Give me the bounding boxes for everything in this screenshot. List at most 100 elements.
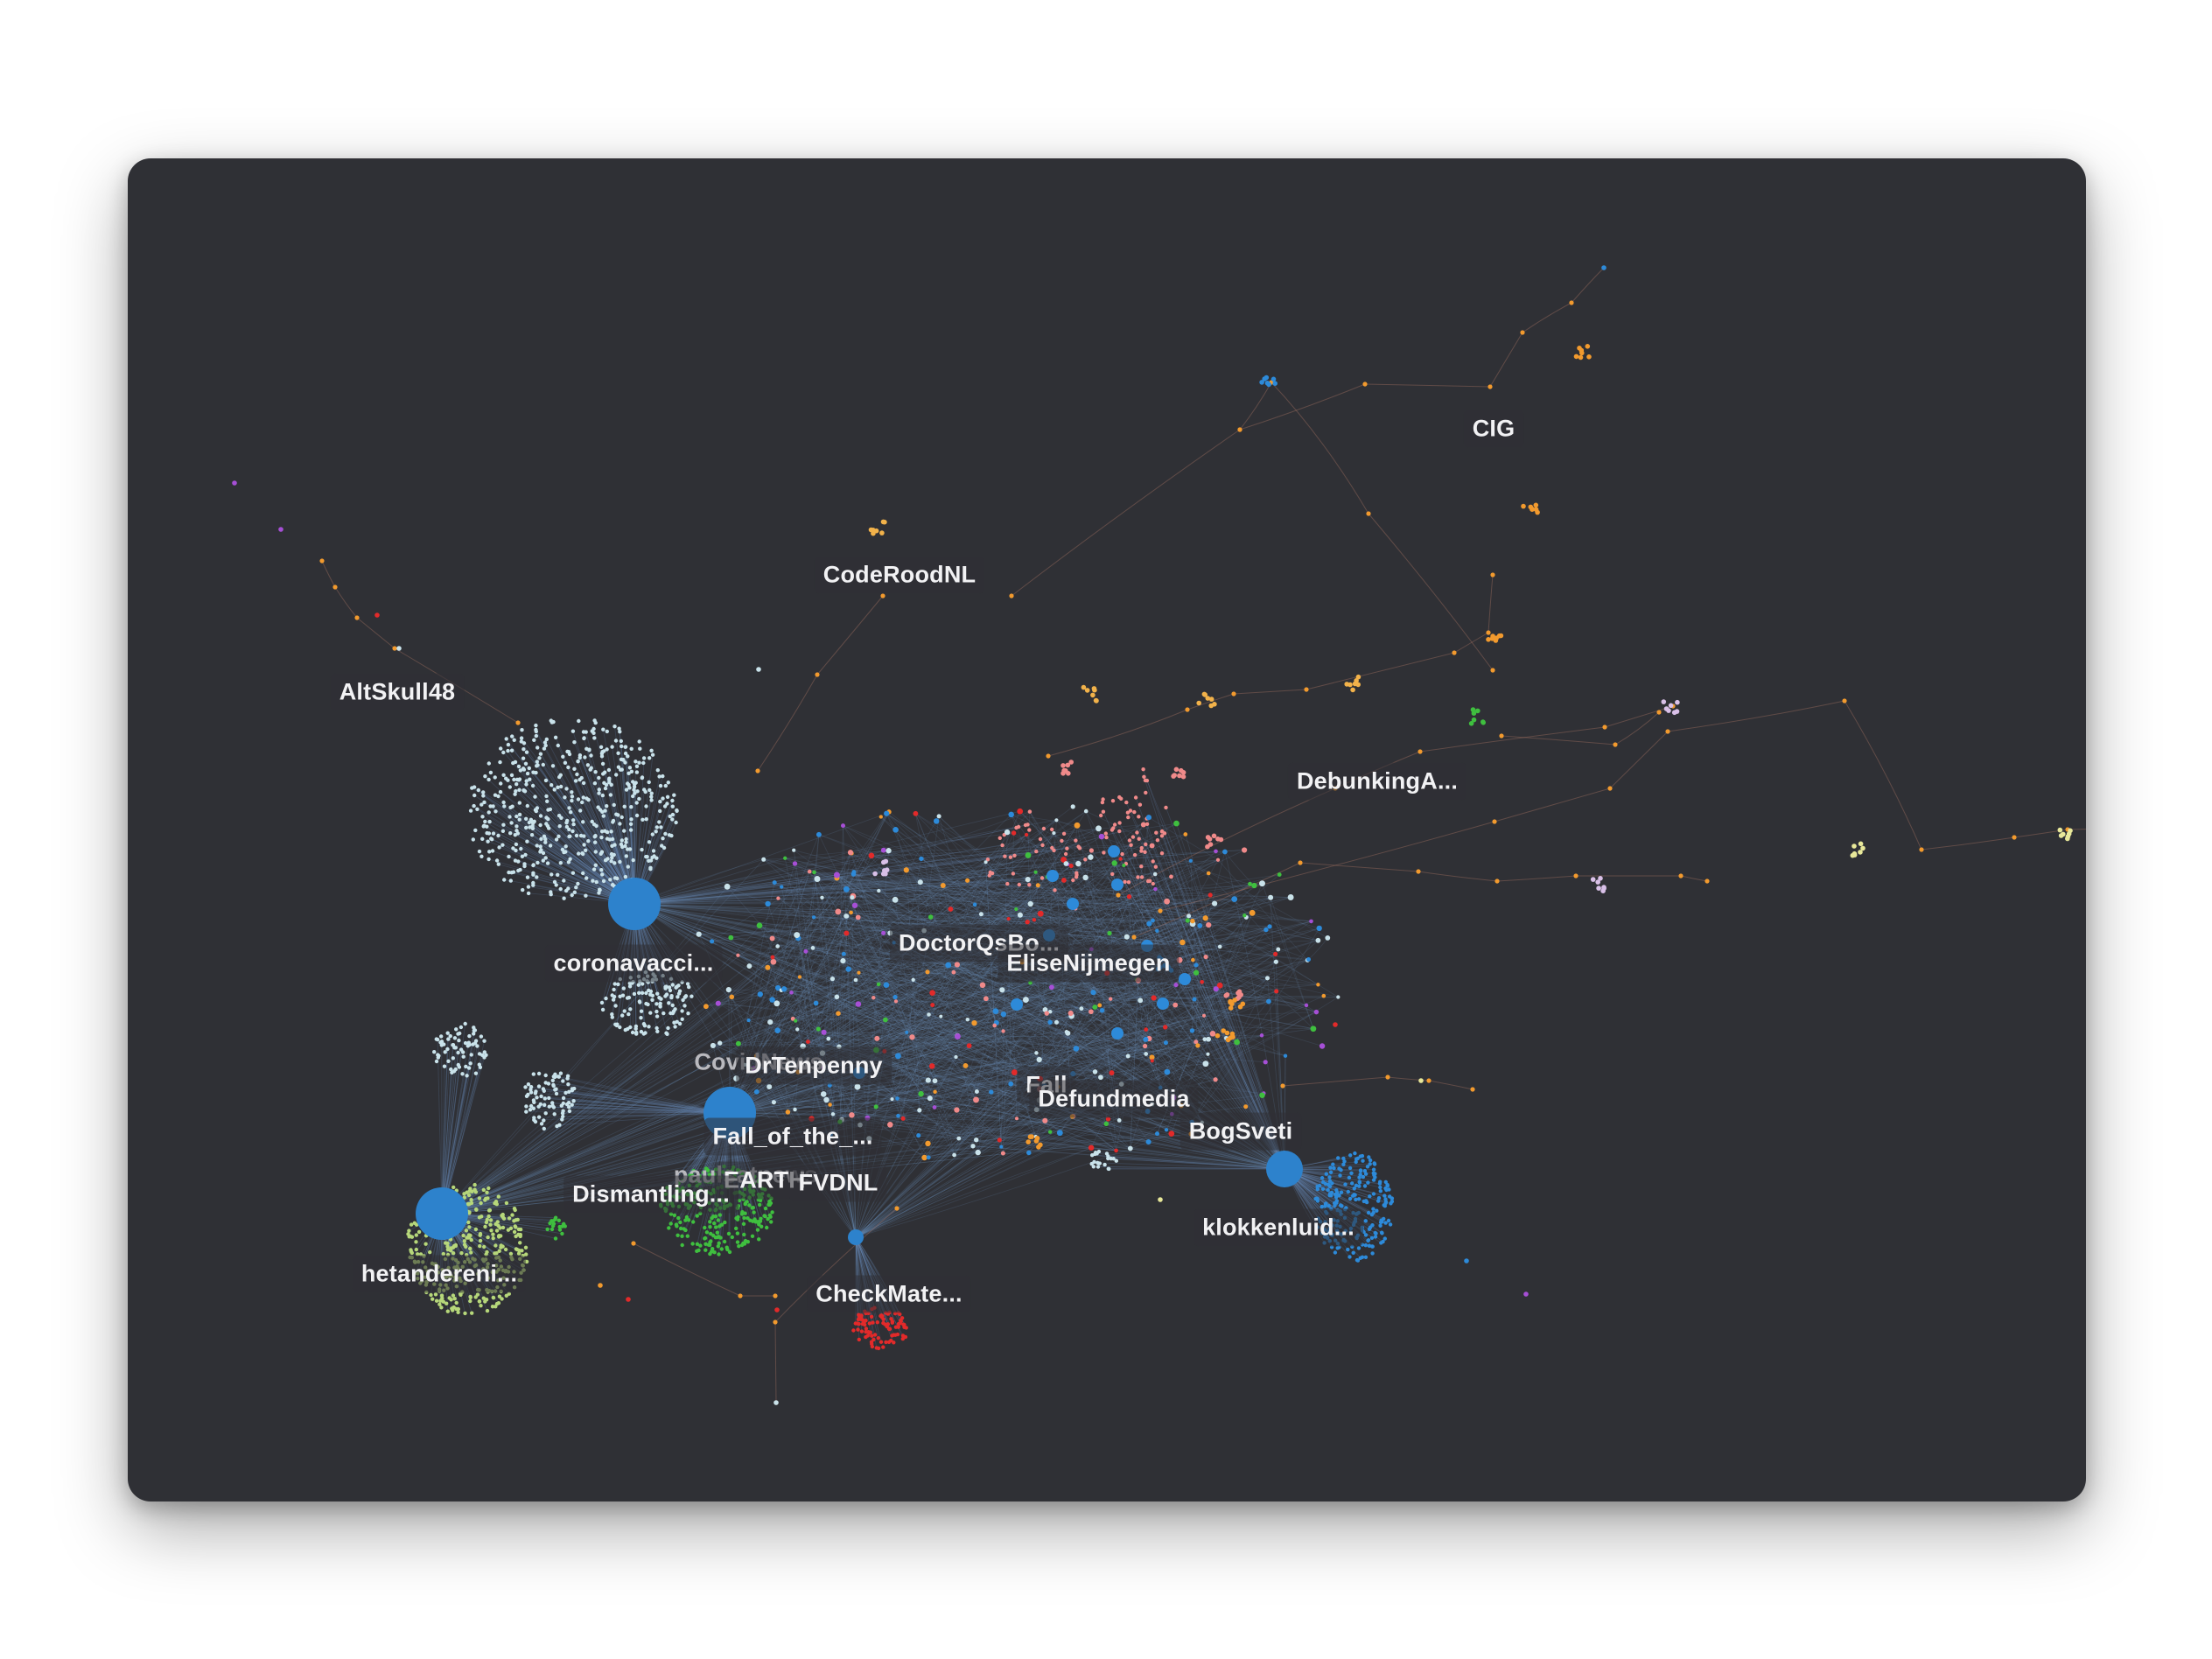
graph-edge	[832, 1113, 1002, 1147]
graph-node	[1842, 698, 1847, 704]
node-label-fall-of-the[interactable]: Fall_of_the_...	[704, 1117, 882, 1156]
graph-node	[1315, 1199, 1320, 1203]
graph-edge	[855, 979, 960, 1139]
node-label-checkmate[interactable]: CheckMate...	[807, 1275, 971, 1313]
graph-node	[538, 822, 542, 828]
graph-edge	[1026, 857, 1091, 922]
graph-node	[1217, 944, 1222, 949]
graph-node	[830, 976, 836, 982]
graph-node	[1173, 820, 1180, 827]
graph-edge	[1166, 1071, 1216, 1081]
node-label-coderoodnl[interactable]: CodeRoodNL	[814, 556, 985, 594]
graph-edge	[1001, 990, 1037, 1054]
graph-node	[1027, 883, 1032, 887]
graph-node	[1063, 861, 1069, 866]
graph-node	[570, 729, 576, 733]
node-label-fvdnl[interactable]: FVDNL	[789, 1164, 887, 1202]
graph-edge	[1419, 726, 1606, 752]
graph-node	[677, 1021, 682, 1026]
graph-node	[1416, 869, 1421, 874]
node-label-bogsveti[interactable]: BogSveti	[1180, 1112, 1302, 1151]
graph-node	[769, 1220, 774, 1224]
graph-node	[1590, 877, 1596, 882]
graph-edge	[846, 888, 1312, 922]
graph-edge	[871, 855, 1209, 926]
graph-node	[531, 863, 536, 867]
graph-node	[1177, 773, 1182, 779]
graph-node	[470, 1189, 474, 1194]
network-graph-canvas[interactable]	[128, 158, 2086, 1502]
node-label-defundmedia[interactable]: Defundmedia	[1029, 1080, 1199, 1118]
node-label-hetandereni[interactable]: hetandereni...	[352, 1255, 527, 1293]
node-label-drtenpenny[interactable]: DrTenpenny	[736, 1046, 892, 1085]
graph-edge	[805, 950, 859, 974]
graph-node	[567, 1109, 572, 1114]
graph-edge	[878, 890, 1339, 998]
graph-node	[473, 1227, 479, 1232]
graph-node	[618, 822, 622, 826]
node-label-klokkenluid[interactable]: klokkenluid...	[1194, 1208, 1363, 1247]
graph-node	[1027, 900, 1033, 907]
node-label-dismantling[interactable]: Dismantling...	[564, 1175, 738, 1214]
graph-node	[1109, 1070, 1115, 1076]
graph-node	[644, 817, 648, 822]
graph-node	[1613, 742, 1618, 747]
graph-node	[918, 1090, 924, 1097]
graph-node	[1126, 880, 1131, 885]
node-label-altskull48[interactable]: AltSkull48	[330, 673, 465, 711]
graph-node	[738, 1293, 743, 1298]
graph-node	[535, 764, 539, 768]
graph-node	[664, 984, 668, 989]
graph-node	[1348, 1196, 1353, 1201]
graph-edge	[785, 832, 1014, 859]
graph-node	[565, 1074, 570, 1079]
graph-node	[1341, 1162, 1346, 1167]
graph-node	[1336, 995, 1340, 999]
graph-node	[556, 785, 560, 789]
graph-edge	[756, 984, 1221, 1057]
graph-node	[1052, 848, 1056, 853]
graph-edge	[902, 882, 921, 1119]
graph-node	[1006, 917, 1011, 921]
graph-node	[624, 854, 628, 858]
graph-node	[478, 1238, 483, 1243]
graph-node	[526, 1082, 531, 1087]
graph-edge	[928, 961, 1277, 1015]
graph-node	[1082, 874, 1088, 881]
graph-edge	[999, 1139, 1116, 1152]
graph-edge	[1453, 632, 1489, 654]
graph-edge	[785, 858, 1110, 934]
graph-node	[1358, 1168, 1363, 1172]
graph-edge	[798, 899, 1235, 939]
graph-edge	[763, 858, 1319, 942]
graph-edge	[799, 860, 1192, 977]
graph-edge	[1166, 977, 1268, 1073]
graph-node	[472, 1182, 477, 1187]
graph-node	[734, 1226, 738, 1231]
graph-node	[410, 1235, 415, 1239]
graph-node	[461, 1233, 466, 1238]
node-label-elisenijmegen[interactable]: EliseNijmegen	[998, 944, 1180, 983]
graph-node	[609, 830, 613, 834]
graph-node	[521, 766, 526, 771]
graph-node	[504, 737, 508, 741]
graph-node	[1014, 906, 1018, 912]
graph-node	[601, 814, 606, 818]
graph-node	[1332, 1166, 1336, 1171]
node-label-coronavacci[interactable]: coronavacci...	[544, 944, 723, 983]
graph-edge	[777, 1030, 1146, 1040]
graph-node	[1118, 857, 1123, 861]
graph-node	[452, 1297, 457, 1301]
graph-edge	[923, 810, 1087, 931]
node-label-debunkinga[interactable]: DebunkingA...	[1287, 762, 1467, 801]
graph-node	[608, 793, 613, 797]
graph-edge	[1143, 769, 1285, 1170]
graph-node	[524, 1104, 528, 1109]
graph-node	[1046, 753, 1051, 759]
node-label-cig[interactable]: CIG	[1463, 410, 1524, 448]
graph-node	[644, 1001, 648, 1006]
graph-node	[522, 741, 527, 746]
graph-edge	[853, 811, 1031, 872]
graph-edge	[802, 933, 884, 1046]
graph-edge	[1192, 960, 1194, 1031]
